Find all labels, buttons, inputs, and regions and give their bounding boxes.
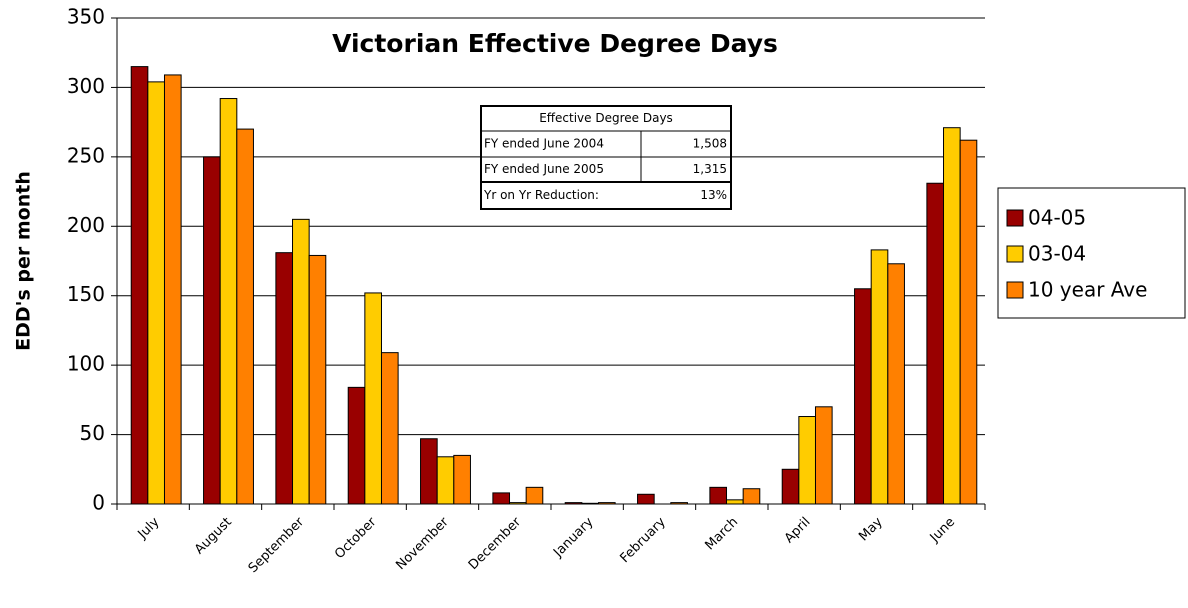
bar [292, 218, 310, 505]
x-tick-label: April [782, 515, 814, 547]
x-tick-label: July [135, 514, 163, 542]
bar [709, 486, 728, 505]
bar [597, 502, 616, 505]
y-tick-label: 150 [67, 282, 105, 306]
x-tick-label: February [617, 514, 669, 566]
legend-swatch [1006, 209, 1024, 227]
legend-box [997, 187, 1186, 319]
y-tick-label: 100 [67, 352, 105, 376]
table-cell: Yr on Yr Reduction: [483, 188, 599, 202]
bar [943, 127, 961, 505]
y-tick-label: 0 [92, 491, 105, 515]
bar [380, 352, 399, 505]
bar [492, 492, 511, 505]
table-cell: 13% [700, 188, 727, 202]
legend-swatch [1006, 245, 1024, 263]
bar [870, 249, 889, 505]
x-tick-label: May [856, 514, 886, 544]
legend-label: 03-04 [1028, 242, 1086, 266]
bar [726, 499, 744, 505]
bar [781, 468, 800, 505]
y-tick-label: 50 [80, 421, 105, 445]
bar [203, 156, 221, 505]
y-tick-label: 350 [67, 5, 105, 29]
legend-label: 04-05 [1028, 206, 1086, 230]
x-tick-label: January [550, 514, 596, 560]
y-axis-label: EDD's per month [13, 171, 35, 351]
bar [525, 486, 544, 505]
x-tick-label: September [246, 514, 308, 576]
bar [581, 502, 599, 505]
bar [219, 98, 238, 505]
bar [130, 66, 149, 505]
chart-title: Victorian Effective Degree Days [332, 29, 778, 58]
bar [887, 263, 905, 505]
bar [670, 502, 688, 505]
bar [347, 386, 366, 505]
table-title: Effective Degree Days [539, 111, 673, 125]
bar [854, 288, 872, 505]
bar [814, 406, 833, 505]
x-tick-label: December [466, 514, 525, 573]
legend-label: 10 year Ave [1028, 278, 1147, 302]
x-tick-label: October [332, 514, 380, 562]
table-cell: FY ended June 2004 [484, 137, 604, 151]
bar [147, 81, 165, 505]
bar [798, 416, 816, 505]
y-tick-label: 250 [67, 143, 105, 167]
bar [453, 454, 471, 505]
bar [308, 254, 327, 505]
bar [275, 252, 294, 505]
y-tick-label: 300 [67, 74, 105, 98]
bar [364, 292, 382, 505]
bar [742, 488, 761, 505]
bar [436, 456, 455, 505]
bar [509, 502, 527, 505]
bar [236, 128, 254, 505]
bar [926, 182, 945, 505]
bar [959, 139, 978, 505]
legend-swatch [1006, 281, 1024, 299]
x-tick-label: June [927, 515, 958, 546]
table-cell: 1,315 [693, 162, 727, 176]
table-cell: 1,508 [693, 137, 727, 151]
bar [564, 502, 583, 505]
bar [420, 438, 438, 505]
x-tick-label: November [393, 514, 452, 573]
bar [637, 493, 655, 505]
x-tick-label: March [702, 515, 741, 554]
y-tick-label: 200 [67, 213, 105, 237]
x-tick-label: August [192, 515, 235, 558]
table-cell: FY ended June 2005 [484, 162, 604, 176]
bar [163, 74, 182, 505]
